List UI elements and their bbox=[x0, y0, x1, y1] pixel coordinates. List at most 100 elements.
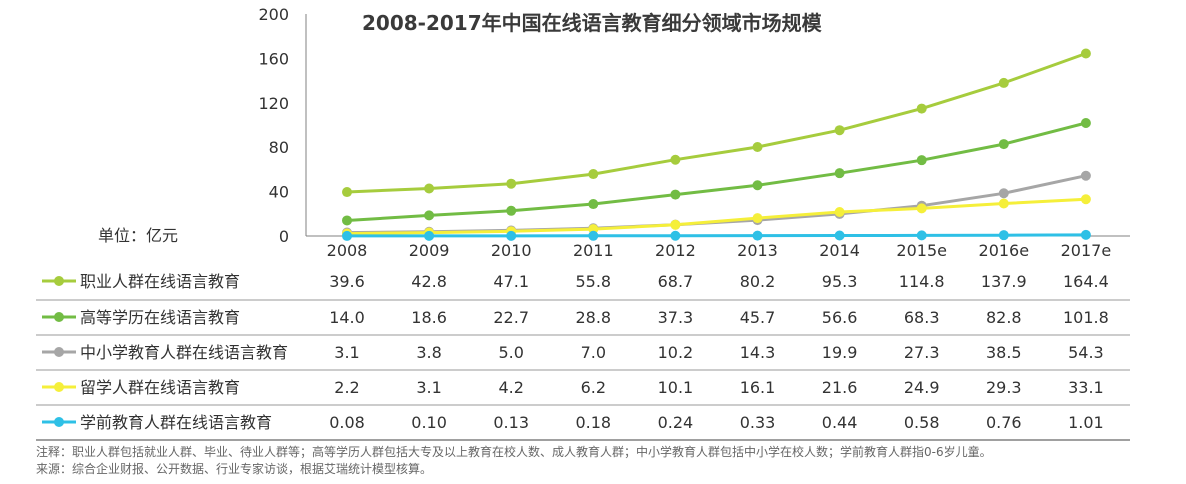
legend-label: 中小学教育人群在线语言教育 bbox=[80, 343, 288, 362]
data-point bbox=[998, 198, 1009, 209]
legend-label: 高等学历在线语言教育 bbox=[80, 308, 240, 327]
table-cell: 0.44 bbox=[822, 413, 858, 432]
data-point bbox=[998, 139, 1009, 150]
table-cell: 10.1 bbox=[658, 378, 694, 397]
table-cell: 0.13 bbox=[493, 413, 529, 432]
y-tick-label: 120 bbox=[258, 94, 289, 113]
table-cell: 4.2 bbox=[498, 378, 523, 397]
data-point bbox=[998, 230, 1009, 241]
y-tick-label: 200 bbox=[258, 5, 289, 24]
data-point bbox=[834, 125, 845, 136]
table-cell: 29.3 bbox=[986, 378, 1022, 397]
table-cell: 164.4 bbox=[1063, 272, 1109, 291]
legend-marker bbox=[54, 347, 64, 357]
table-cell: 2.2 bbox=[334, 378, 359, 397]
data-point bbox=[998, 77, 1009, 88]
data-point bbox=[588, 199, 599, 210]
data-point bbox=[1080, 170, 1091, 181]
data-point bbox=[588, 230, 599, 241]
table-cell: 3.8 bbox=[416, 343, 441, 362]
table-cell: 101.8 bbox=[1063, 308, 1109, 327]
data-point bbox=[670, 189, 681, 200]
chart-title: 2008-2017年中国在线语言教育细分领域市场规模 bbox=[362, 11, 823, 35]
series-line-5 bbox=[347, 233, 1086, 238]
table-cell: 95.3 bbox=[822, 272, 858, 291]
data-point bbox=[670, 219, 681, 230]
data-point bbox=[752, 230, 763, 241]
data-point bbox=[506, 230, 517, 241]
data-point bbox=[834, 168, 845, 179]
table-cell: 0.58 bbox=[904, 413, 940, 432]
data-point bbox=[342, 215, 352, 226]
data-point bbox=[1080, 194, 1091, 205]
table-cell: 54.3 bbox=[1068, 343, 1104, 362]
series-line-4 bbox=[346, 197, 1086, 236]
x-tick-label: 2016e bbox=[979, 241, 1030, 260]
unit-label: 单位：亿元 bbox=[98, 226, 178, 245]
data-point bbox=[752, 180, 763, 191]
table-cell: 56.6 bbox=[822, 308, 858, 327]
legend-marker bbox=[54, 417, 64, 427]
table-cell: 0.18 bbox=[575, 413, 611, 432]
legend-marker bbox=[54, 312, 64, 322]
x-tick-label: 2009 bbox=[409, 241, 450, 260]
table-cell: 14.3 bbox=[740, 343, 776, 362]
data-point bbox=[424, 210, 435, 221]
table-cell: 1.01 bbox=[1068, 413, 1104, 432]
data-point bbox=[752, 213, 763, 224]
table-cell: 7.0 bbox=[581, 343, 606, 362]
source-note: 来源：综合企业财报、公开数据、行业专家访谈，根据艾瑞统计模型核算。 bbox=[36, 462, 433, 476]
table-cell: 38.5 bbox=[986, 343, 1022, 362]
table-cell: 55.8 bbox=[575, 272, 611, 291]
y-tick-label: 80 bbox=[269, 138, 289, 157]
table-cell: 22.7 bbox=[493, 308, 529, 327]
series-line-2 bbox=[346, 121, 1087, 222]
table-cell: 3.1 bbox=[334, 343, 359, 362]
table-cell: 45.7 bbox=[740, 308, 776, 327]
series-line-1 bbox=[346, 52, 1087, 194]
data-point bbox=[834, 230, 845, 241]
table-cell: 3.1 bbox=[416, 378, 441, 397]
data-point bbox=[916, 103, 927, 114]
table-cell: 39.6 bbox=[329, 272, 365, 291]
y-tick-label: 40 bbox=[269, 183, 289, 202]
table-cell: 0.08 bbox=[329, 413, 365, 432]
table-cell: 0.33 bbox=[740, 413, 776, 432]
data-point bbox=[1080, 229, 1091, 240]
table-cell: 114.8 bbox=[899, 272, 945, 291]
data-point bbox=[342, 230, 352, 241]
table-cell: 16.1 bbox=[740, 378, 776, 397]
table-cell: 37.3 bbox=[658, 308, 694, 327]
table-cell: 82.8 bbox=[986, 308, 1022, 327]
x-tick-label: 2013 bbox=[737, 241, 778, 260]
x-tick-label: 2010 bbox=[491, 241, 532, 260]
footnote: 注释：职业人群包括就业人群、毕业、待业人群等；高等学历人群包括大专及以上教育在校… bbox=[36, 445, 992, 459]
table-cell: 47.1 bbox=[493, 272, 529, 291]
data-point bbox=[834, 207, 845, 218]
y-tick-label: 160 bbox=[258, 49, 289, 68]
x-tick-label: 2008 bbox=[327, 241, 368, 260]
x-tick-label: 2014 bbox=[819, 241, 860, 260]
table-cell: 6.2 bbox=[581, 378, 606, 397]
table-cell: 137.9 bbox=[981, 272, 1027, 291]
x-tick-label: 2011 bbox=[573, 241, 614, 260]
table-cell: 68.3 bbox=[904, 308, 940, 327]
y-tick-label: 0 bbox=[279, 227, 289, 246]
data-point bbox=[1080, 48, 1091, 59]
table-cell: 0.24 bbox=[658, 413, 694, 432]
table-cell: 0.76 bbox=[986, 413, 1022, 432]
table-cell: 80.2 bbox=[740, 272, 776, 291]
data-point bbox=[506, 178, 517, 189]
table-cell: 28.8 bbox=[575, 308, 611, 327]
data-point bbox=[588, 169, 599, 180]
x-tick-label: 2017e bbox=[1061, 241, 1112, 260]
legend-label: 职业人群在线语言教育 bbox=[80, 272, 240, 291]
data-point bbox=[916, 203, 927, 214]
table-cell: 18.6 bbox=[411, 308, 447, 327]
table-cell: 5.0 bbox=[498, 343, 523, 362]
legend-label: 学前教育人群在线语言教育 bbox=[80, 413, 272, 432]
table-cell: 27.3 bbox=[904, 343, 940, 362]
data-point bbox=[998, 188, 1009, 199]
data-point bbox=[916, 230, 927, 241]
